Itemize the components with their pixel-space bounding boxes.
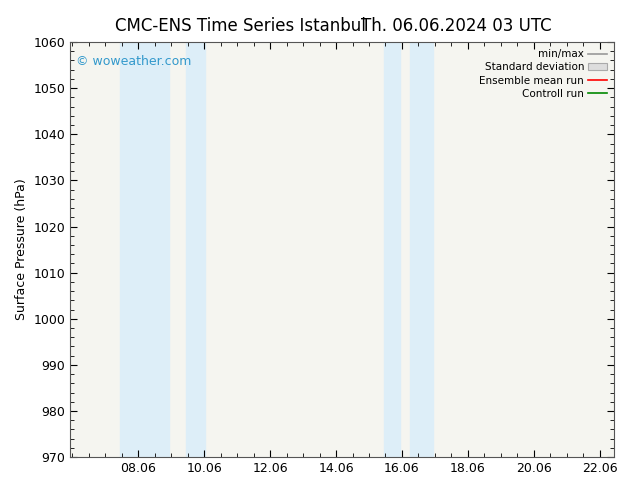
Bar — [384, 42, 400, 457]
Text: © woweather.com: © woweather.com — [75, 54, 191, 68]
Text: CMC-ENS Time Series Istanbul: CMC-ENS Time Series Istanbul — [115, 17, 366, 35]
Text: Th. 06.06.2024 03 UTC: Th. 06.06.2024 03 UTC — [361, 17, 552, 35]
Bar — [410, 42, 433, 457]
Bar — [120, 42, 169, 457]
Y-axis label: Surface Pressure (hPa): Surface Pressure (hPa) — [15, 179, 28, 320]
Bar — [186, 42, 205, 457]
Legend: min/max, Standard deviation, Ensemble mean run, Controll run: min/max, Standard deviation, Ensemble me… — [477, 47, 609, 101]
